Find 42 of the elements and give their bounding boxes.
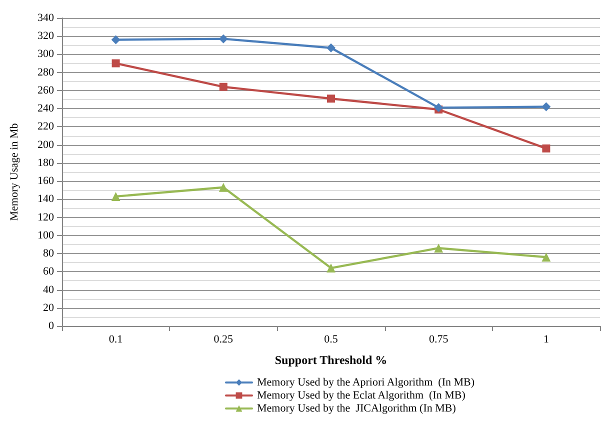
point (434, 103, 444, 112)
y-tick-label: 100 (38, 229, 54, 242)
y-tick-label: 160 (38, 175, 54, 188)
point (219, 82, 228, 91)
point (327, 94, 335, 103)
x-tick-label: 0.25 (214, 334, 234, 346)
y-axis-title: Memory Usage in Mb (8, 122, 20, 221)
y-tick-label: 320 (38, 30, 54, 42)
y-tick-label: 220 (38, 120, 54, 133)
y-tick-label: 260 (38, 84, 54, 96)
legend-label: Memory Used by the Eclat Algorithm (In MB) (257, 390, 466, 402)
y-tick-label: 120 (38, 211, 54, 224)
point (542, 144, 550, 152)
point (434, 244, 444, 253)
legend-label: Memory Used by the Apriori Algorithm (In MB) (257, 376, 475, 388)
x-tick-label: 0.75 (428, 334, 449, 346)
y-tick-label: 140 (38, 193, 54, 206)
point (111, 35, 120, 44)
point (542, 102, 551, 112)
x-axis-title: Support Threshold % (274, 353, 388, 367)
x-tick-label: 0.5 (324, 334, 338, 346)
y-tick-label: 180 (38, 156, 54, 169)
y-tick-label: 60 (43, 266, 54, 278)
y-tick-label: 340 (38, 12, 54, 24)
point (218, 34, 228, 44)
point (326, 43, 336, 52)
y-tick-label: 20 (43, 302, 54, 314)
point (111, 192, 120, 201)
x-tick-label: 1 (543, 334, 549, 346)
legend-label: Memory Used by the JICAlgorithm (In MB) (257, 402, 456, 414)
y-tick-label: 40 (43, 284, 54, 296)
x-tick-label: 0.1 (108, 334, 123, 346)
y-tick-label: 240 (38, 102, 54, 115)
y-tick-label: 200 (38, 138, 54, 151)
y-tick-label: 280 (38, 66, 54, 78)
point (218, 182, 228, 192)
point (542, 252, 551, 262)
y-tick-label: 0 (48, 320, 54, 332)
point (112, 59, 120, 68)
y-tick-label: 300 (38, 48, 54, 60)
point (326, 264, 336, 273)
y-tick-label: 80 (43, 248, 54, 260)
